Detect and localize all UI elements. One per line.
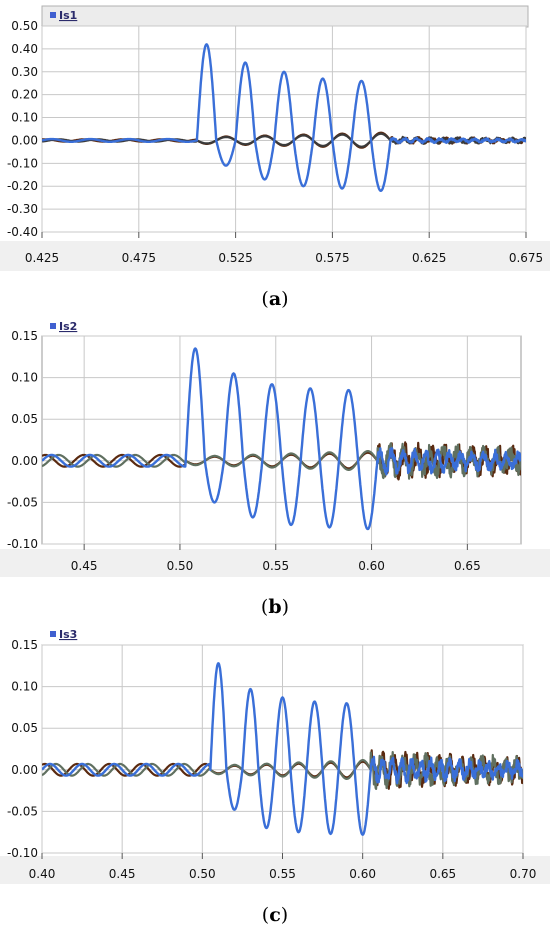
x-tick-label: 0.55 — [262, 559, 289, 573]
chart-panel-a: 0.50 0.40 0.30 0.20 0.10 0.00 -0.10 -0.20 -0.30 -… — [0, 5, 550, 310]
x-tick-label: 0.40 — [29, 867, 56, 881]
y-tick-label: 0.05 — [11, 721, 38, 735]
y-tick-label: -0.20 — [7, 179, 38, 193]
y-tick-label: 0.20 — [11, 88, 38, 102]
y-tick-label: 0.00 — [11, 133, 38, 147]
x-tick-label: 0.575 — [315, 251, 349, 265]
x-tick-label: 0.50 — [189, 867, 216, 881]
plot-area — [41, 335, 522, 545]
series-line-fault-current — [42, 662, 523, 836]
legend-label: Is1 — [59, 9, 77, 22]
legend-swatch — [50, 323, 56, 329]
y-tick-label: 0.10 — [11, 111, 38, 125]
legend-swatch — [50, 12, 56, 18]
x-tick-label: 0.70 — [510, 867, 537, 881]
caption-open-paren: ( — [261, 288, 268, 310]
panel-caption: (b) — [261, 596, 289, 618]
caption-letter: b — [268, 596, 281, 618]
series-line-phase-3 — [42, 132, 526, 148]
x-axis-band — [0, 549, 550, 577]
panel-caption: (a) — [261, 288, 288, 310]
y-tick-label: -0.10 — [7, 537, 38, 551]
panel-caption: (c) — [262, 904, 288, 926]
x-axis-band — [0, 856, 550, 884]
y-tick-label: 0.15 — [11, 329, 38, 343]
caption-close-paren: ) — [281, 288, 288, 310]
caption-close-paren: ) — [281, 904, 288, 926]
y-tick-label: 0.10 — [11, 680, 38, 694]
chart-panel-b: 0.15 0.10 0.05 0.00 -0.05 -0.10 0.45 0.50 0.55 0.… — [0, 320, 550, 618]
series-line-fault-current — [42, 43, 526, 193]
x-tick-label: 0.45 — [71, 559, 98, 573]
caption-letter: c — [269, 904, 281, 926]
x-tick-label: 0.65 — [454, 559, 481, 573]
series-line-fault-current — [42, 347, 521, 531]
y-tick-label: 0.00 — [11, 454, 38, 468]
y-tick-label: -0.30 — [7, 202, 38, 216]
y-tick-label: 0.50 — [11, 19, 38, 33]
x-tick-label: 0.50 — [167, 559, 194, 573]
y-tick-label: 0.00 — [11, 763, 38, 777]
x-tick-label: 0.45 — [109, 867, 136, 881]
x-tick-label: 0.55 — [269, 867, 296, 881]
x-tick-label: 0.475 — [122, 251, 156, 265]
plot-area — [41, 25, 527, 233]
y-tick-label: -0.40 — [7, 225, 38, 239]
y-tick-label: -0.10 — [7, 846, 38, 860]
y-tick-label: -0.10 — [7, 156, 38, 170]
y-tick-label: 0.15 — [11, 638, 38, 652]
caption-letter: a — [269, 288, 281, 310]
y-tick-label: 0.40 — [11, 42, 38, 56]
x-tick-label: 0.525 — [218, 251, 252, 265]
y-tick-label: 0.10 — [11, 371, 38, 385]
x-axis-band — [0, 241, 550, 271]
legend-header-band — [41, 5, 529, 28]
x-tick-label: 0.60 — [349, 867, 376, 881]
y-tick-label: -0.05 — [7, 495, 38, 509]
x-tick-label: 0.60 — [358, 559, 385, 573]
caption-close-paren: ) — [282, 596, 289, 618]
legend-label: Is3 — [59, 628, 77, 641]
x-tick-label: 0.625 — [412, 251, 446, 265]
y-tick-label: 0.05 — [11, 412, 38, 426]
y-tick-label: 0.30 — [11, 65, 38, 79]
caption-open-paren: ( — [262, 904, 269, 926]
legend-label: Is2 — [59, 320, 77, 333]
x-tick-label: 0.65 — [429, 867, 456, 881]
caption-open-paren: ( — [261, 596, 268, 618]
chart-panel-c: 0.15 0.10 0.05 0.00 -0.05 -0.10 0.40 0.45 0.50 0.… — [0, 628, 550, 926]
legend-swatch — [50, 631, 56, 637]
x-tick-label: 0.425 — [25, 251, 59, 265]
y-tick-label: -0.05 — [7, 804, 38, 818]
x-tick-label: 0.675 — [509, 251, 543, 265]
